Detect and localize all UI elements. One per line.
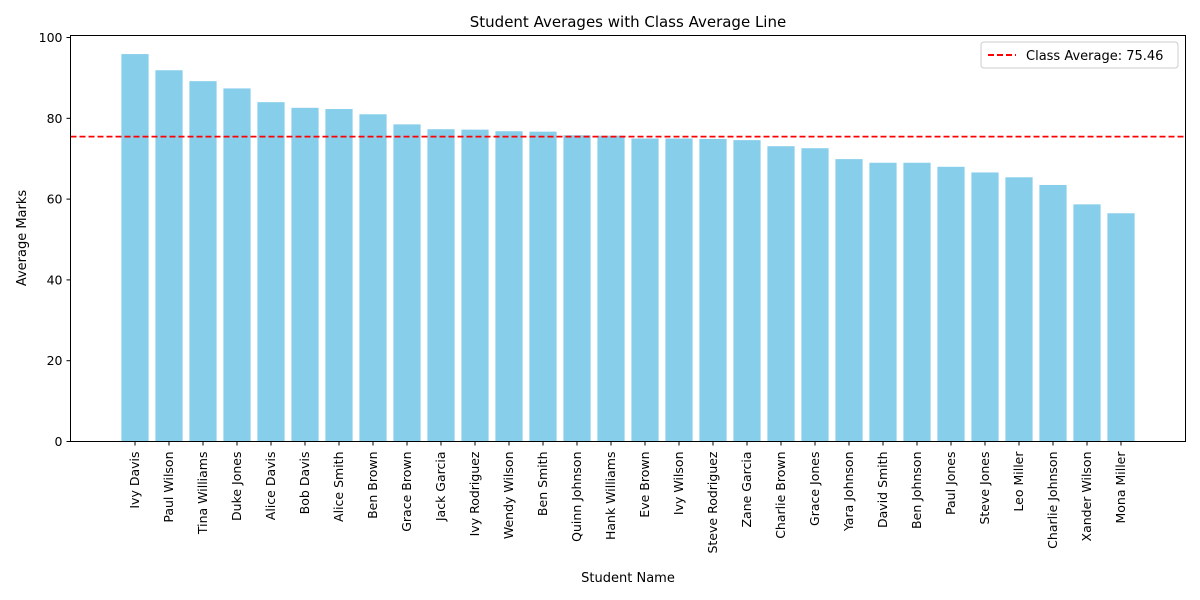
x-tick-label: Hank Williams (603, 452, 618, 541)
x-tick-label: Duke Jones (229, 452, 244, 521)
bar-ben-smith (529, 131, 557, 442)
x-tick-label: Ben Smith (535, 452, 550, 517)
bar-paul-jones (937, 166, 965, 442)
bar-steve-jones (971, 172, 999, 442)
bar-ivy-wilson (665, 138, 693, 442)
bar-eve-brown (631, 138, 659, 442)
bar-ben-brown (359, 114, 387, 442)
x-tick-label: Zane Garcia (739, 452, 754, 528)
x-tick-label: Ivy Davis (127, 452, 142, 509)
y-axis-ticks: 0 20 40 60 80 100 (39, 30, 71, 449)
x-tick-label: Ivy Wilson (671, 452, 686, 516)
x-tick-label: Grace Jones (807, 452, 822, 526)
x-tick-label: Eve Brown (637, 452, 652, 518)
legend-box (980, 41, 1179, 69)
bar-leo-miller (1005, 177, 1033, 442)
bar-quinn-johnson (563, 135, 591, 442)
x-tick-label: Ben Johnson (909, 452, 924, 529)
x-tick-label: Steve Jones (977, 452, 992, 525)
x-tick-label: Charlie Johnson (1045, 452, 1060, 549)
bar-ivy-rodriguez (461, 129, 489, 442)
x-tick-label: Alice Davis (263, 452, 278, 521)
x-tick-label: Paul Jones (943, 452, 958, 515)
x-tick-label: Steve Rodriguez (705, 451, 720, 553)
bar-david-smith (869, 162, 897, 442)
x-tick-label: Grace Brown (399, 452, 414, 532)
x-axis-ticks: Ivy Davis Paul Wilson Tina Williams Duke Jo… (127, 441, 1128, 554)
bar-grace-brown (393, 124, 421, 442)
y-tick-label: 20 (47, 353, 63, 368)
bar-ben-johnson (903, 162, 931, 442)
x-tick-label: Ben Brown (365, 452, 380, 519)
y-tick-label: 60 (47, 192, 63, 207)
bar-alice-davis (257, 102, 285, 442)
x-tick-label: Alice Smith (331, 452, 346, 522)
x-tick-label: Tina Williams (195, 452, 210, 536)
x-tick-label: Paul Wilson (161, 452, 176, 523)
x-tick-label: Bob Davis (297, 452, 312, 515)
bar-bob-davis (291, 107, 319, 442)
bar-mona-miller (1107, 213, 1135, 442)
bar-tina-williams (189, 81, 217, 442)
bar-jack-garcia (427, 129, 455, 442)
x-tick-label: Mona Miller (1113, 451, 1128, 524)
bar-series (121, 54, 1135, 442)
bar-hank-williams (597, 135, 625, 442)
x-tick-label: Charlie Brown (773, 452, 788, 539)
bar-steve-rodriguez (699, 138, 727, 442)
bar-paul-wilson (155, 70, 183, 442)
chart-title: Student Averages with Class Average Line (470, 13, 786, 31)
bar-duke-jones (223, 88, 251, 442)
x-tick-label: Jack Garcia (433, 452, 448, 523)
bar-xander-wilson (1073, 204, 1101, 442)
bar-zane-garcia (733, 140, 761, 442)
legend-entry-class-average: Class Average: 75.46 (1026, 49, 1163, 64)
x-tick-label: David Smith (875, 452, 890, 528)
bar-yara-johnson (835, 159, 863, 442)
y-tick-label: 100 (39, 30, 63, 45)
bar-ivy-davis (121, 54, 149, 442)
x-tick-label: Wendy Wilson (501, 452, 516, 540)
x-axis-label: Student Name (581, 571, 675, 586)
y-tick-label: 40 (47, 272, 63, 287)
bar-charlie-brown (767, 146, 795, 442)
bar-alice-smith (325, 109, 353, 442)
x-tick-label: Yara Johnson (841, 452, 856, 533)
bar-grace-jones (801, 148, 829, 442)
legend: Class Average: 75.46 (980, 41, 1179, 69)
y-tick-label: 80 (47, 111, 63, 126)
plot-frame (70, 35, 1186, 442)
x-tick-label: Xander Wilson (1079, 452, 1094, 542)
x-tick-label: Ivy Rodriguez (467, 451, 482, 536)
y-axis-label: Average Marks (15, 190, 30, 287)
x-tick-label: Quinn Johnson (569, 452, 584, 542)
x-tick-label: Leo Miller (1011, 451, 1026, 512)
bar-charlie-johnson (1039, 184, 1067, 442)
bar-wendy-wilson (495, 131, 523, 442)
y-tick-label: 0 (55, 434, 63, 449)
